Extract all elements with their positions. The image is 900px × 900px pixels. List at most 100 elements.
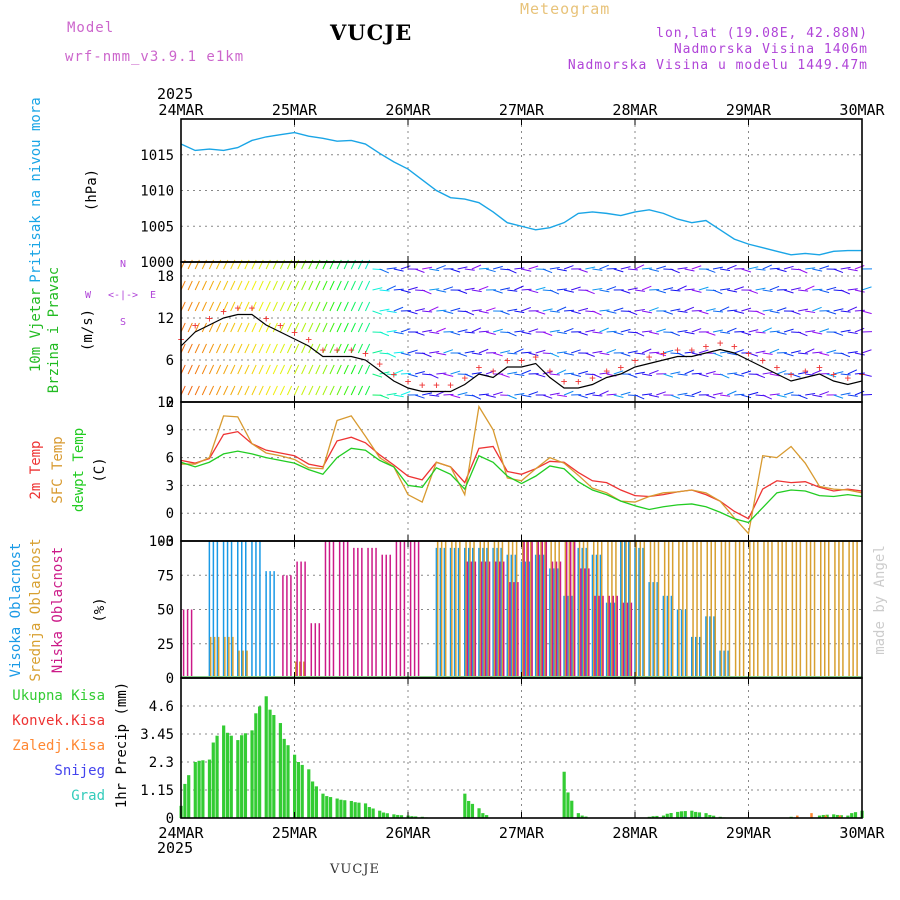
precip-total-bar bbox=[207, 759, 212, 818]
wind-barb bbox=[556, 394, 567, 397]
wind-barb bbox=[762, 352, 773, 355]
wind-barb bbox=[805, 285, 815, 291]
wind-barb bbox=[833, 394, 844, 399]
wind-barb bbox=[272, 280, 278, 291]
wind-barb bbox=[265, 385, 271, 396]
wind-barb bbox=[819, 328, 830, 333]
wind-barb bbox=[393, 331, 404, 335]
wind-barb bbox=[258, 322, 264, 333]
wind-barb bbox=[627, 287, 638, 291]
wind-barb bbox=[627, 268, 638, 271]
wind-barb bbox=[798, 289, 809, 292]
precip-tick-label: 4.6 bbox=[149, 699, 174, 715]
pressure-tick-label: 1005 bbox=[140, 219, 174, 235]
wind-barb bbox=[599, 289, 610, 293]
wind-barb bbox=[357, 280, 364, 291]
wind-barb bbox=[854, 327, 865, 333]
wind-barb bbox=[826, 286, 837, 291]
precip-total-bar bbox=[679, 811, 684, 818]
precip-total-bar bbox=[278, 723, 283, 818]
pressure-label: Pritisak na nivou mora bbox=[28, 97, 44, 282]
wind-barb bbox=[698, 286, 709, 291]
wind-tick-label: 18 bbox=[157, 269, 174, 285]
wind-barb bbox=[223, 322, 229, 333]
wind-barb bbox=[748, 391, 759, 396]
wind-tick-label: 6 bbox=[166, 353, 174, 369]
wind-legend-n: N bbox=[120, 259, 126, 270]
precip-total-bar bbox=[399, 815, 404, 818]
precip-total-bar bbox=[378, 810, 382, 818]
wind-barb bbox=[422, 352, 432, 358]
wind-barb bbox=[350, 385, 356, 396]
wind-barb bbox=[727, 327, 737, 333]
wind-barb bbox=[286, 364, 293, 375]
wind-barb bbox=[194, 301, 200, 312]
wind-barb bbox=[656, 328, 666, 333]
temp-unit: (C) bbox=[92, 457, 108, 482]
wind-barb bbox=[492, 289, 503, 294]
wind-barb bbox=[812, 306, 822, 312]
wind-barb bbox=[187, 280, 193, 291]
wind-gust-marker: + bbox=[774, 361, 781, 374]
precip-total-bar bbox=[580, 815, 584, 818]
wind-barb bbox=[727, 352, 738, 356]
precip-total-bar bbox=[211, 742, 215, 818]
pressure-line bbox=[180, 131, 862, 256]
wind-barb bbox=[727, 289, 738, 293]
bottom-year-label: 2025 bbox=[157, 839, 193, 857]
wind-barb bbox=[258, 280, 264, 291]
wind-barb bbox=[627, 310, 638, 316]
wind-barb bbox=[826, 310, 837, 315]
precip-total-bar bbox=[363, 803, 368, 818]
wind-barb bbox=[776, 394, 787, 398]
wind-barb bbox=[705, 331, 716, 336]
wind-barb bbox=[514, 310, 525, 314]
wind-barb bbox=[819, 391, 830, 396]
wind-barb bbox=[208, 343, 215, 354]
wind-barb bbox=[861, 286, 872, 291]
wind-barb bbox=[634, 289, 645, 292]
wind-barb bbox=[187, 385, 193, 396]
wind-barb bbox=[542, 371, 553, 375]
wind-barb bbox=[393, 369, 404, 375]
precip-frz-bar bbox=[796, 815, 799, 818]
wind-barb bbox=[627, 373, 638, 378]
wind-barb bbox=[216, 364, 222, 375]
wind-barb bbox=[833, 308, 844, 312]
legend-conv-rain: Konvek.Kisa bbox=[12, 713, 105, 729]
wind-barb bbox=[840, 373, 851, 376]
wind-barb bbox=[230, 364, 236, 375]
precip-tick-label: 1.15 bbox=[140, 783, 174, 799]
wind-gust-marker: + bbox=[419, 379, 426, 392]
wind-barb bbox=[549, 352, 560, 358]
wind-barb bbox=[620, 266, 631, 270]
wind-barb bbox=[698, 349, 709, 354]
legend-frz-rain: Zaledj.Kisa bbox=[12, 738, 105, 754]
wind-barb bbox=[464, 268, 475, 271]
wind-barb bbox=[656, 352, 667, 357]
wind-barb bbox=[720, 394, 731, 397]
wind-barb bbox=[783, 265, 794, 270]
wind-barb bbox=[322, 364, 328, 375]
wind-barb bbox=[379, 371, 390, 375]
wind-barb bbox=[649, 351, 660, 354]
model-name: wrf-nmm_v3.9.1 e1km bbox=[65, 49, 245, 65]
wind-barb bbox=[819, 352, 830, 356]
wind-barb bbox=[599, 390, 609, 396]
wind-barb bbox=[230, 280, 236, 291]
wind-barb bbox=[422, 310, 433, 313]
wind-barb bbox=[734, 349, 744, 354]
wind-barb bbox=[854, 372, 865, 375]
wind-barb bbox=[627, 350, 638, 354]
precip-total-bar bbox=[708, 814, 712, 818]
wind-gust-marker: + bbox=[249, 302, 256, 315]
wind-barb bbox=[755, 310, 766, 316]
wind-barb bbox=[684, 268, 695, 272]
wind-barb bbox=[698, 310, 709, 315]
wind-barb bbox=[201, 364, 207, 375]
wind-barb bbox=[301, 322, 307, 333]
wind-barb bbox=[414, 371, 425, 375]
wind-barb bbox=[322, 322, 328, 333]
wind-barb bbox=[812, 331, 823, 335]
wind-barb bbox=[854, 352, 865, 356]
